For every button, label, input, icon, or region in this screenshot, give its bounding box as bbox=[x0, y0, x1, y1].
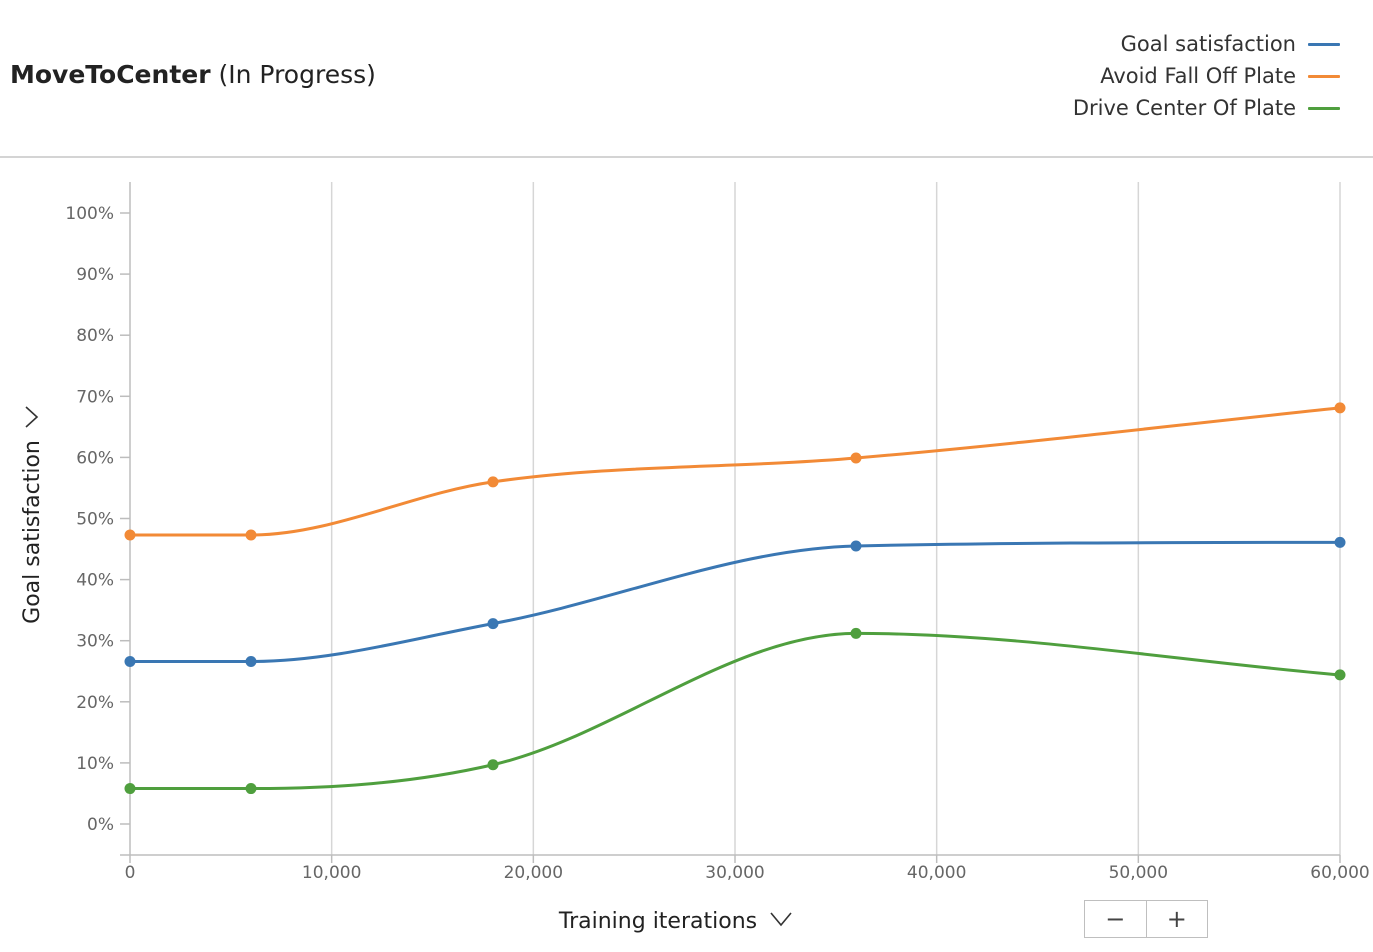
legend-label: Goal satisfaction bbox=[1120, 32, 1296, 56]
data-point-avoid-fall-off-plate bbox=[245, 529, 257, 541]
data-point-goal-satisfaction bbox=[245, 655, 257, 667]
zoom-out-button[interactable]: − bbox=[1105, 905, 1126, 933]
model-name: MoveToCenter bbox=[10, 60, 211, 89]
data-point-drive-center-of-plate bbox=[245, 783, 257, 795]
legend-item[interactable]: Avoid Fall Off Plate bbox=[1073, 60, 1340, 92]
zoom-in-button[interactable]: + bbox=[1145, 901, 1208, 937]
legend-item[interactable]: Drive Center Of Plate bbox=[1073, 92, 1340, 124]
legend-swatch bbox=[1308, 74, 1340, 78]
chevron-down-icon[interactable] bbox=[770, 912, 792, 927]
data-point-avoid-fall-off-plate bbox=[1334, 402, 1346, 414]
data-point-goal-satisfaction bbox=[124, 655, 136, 667]
y-tick-label: 90% bbox=[76, 265, 114, 285]
data-point-avoid-fall-off-plate bbox=[850, 452, 862, 464]
data-point-goal-satisfaction bbox=[1334, 536, 1346, 548]
chevron-down-icon[interactable] bbox=[25, 406, 39, 428]
y-tick-label: 10% bbox=[76, 754, 114, 774]
y-tick-label: 100% bbox=[65, 204, 114, 224]
y-tick-label: 40% bbox=[76, 571, 114, 591]
x-axis-title: Training iterations bbox=[558, 909, 757, 934]
training-status: (In Progress) bbox=[218, 60, 376, 89]
y-tick-label: 30% bbox=[76, 632, 114, 652]
data-point-drive-center-of-plate bbox=[124, 783, 136, 795]
legend-swatch bbox=[1308, 42, 1340, 46]
page-title: MoveToCenter (In Progress) bbox=[10, 60, 376, 89]
data-point-goal-satisfaction bbox=[487, 618, 499, 630]
data-point-avoid-fall-off-plate bbox=[124, 529, 136, 541]
y-tick-label: 60% bbox=[76, 448, 114, 468]
data-point-goal-satisfaction bbox=[850, 540, 862, 552]
data-point-drive-center-of-plate bbox=[1334, 669, 1346, 681]
y-tick-label: 0% bbox=[87, 815, 114, 835]
data-point-drive-center-of-plate bbox=[850, 627, 862, 639]
y-tick-label: 70% bbox=[76, 387, 114, 407]
legend-label: Drive Center Of Plate bbox=[1072, 96, 1296, 120]
data-point-drive-center-of-plate bbox=[487, 759, 499, 771]
y-tick-label: 50% bbox=[76, 510, 114, 530]
x-tick-label: 10,000 bbox=[302, 863, 361, 883]
x-tick-label: 60,000 bbox=[1310, 863, 1369, 883]
zoom-controls: − + bbox=[1084, 900, 1208, 938]
x-tick-label: 20,000 bbox=[504, 863, 563, 883]
y-tick-label: 20% bbox=[76, 693, 114, 713]
x-tick-label: 30,000 bbox=[705, 863, 764, 883]
chart-legend: Goal satisfaction Avoid Fall Off Plate Dri… bbox=[1073, 28, 1340, 124]
y-axis-title: Goal satisfaction bbox=[20, 440, 45, 624]
y-tick-label: 80% bbox=[76, 326, 114, 346]
legend-label: Avoid Fall Off Plate bbox=[1100, 64, 1296, 88]
header-divider bbox=[0, 156, 1373, 158]
legend-item[interactable]: Goal satisfaction bbox=[1073, 28, 1340, 60]
x-tick-label: 0 bbox=[125, 863, 136, 883]
data-point-avoid-fall-off-plate bbox=[487, 476, 499, 488]
x-tick-label: 40,000 bbox=[907, 863, 966, 883]
legend-swatch bbox=[1308, 106, 1340, 110]
x-tick-label: 50,000 bbox=[1109, 863, 1168, 883]
